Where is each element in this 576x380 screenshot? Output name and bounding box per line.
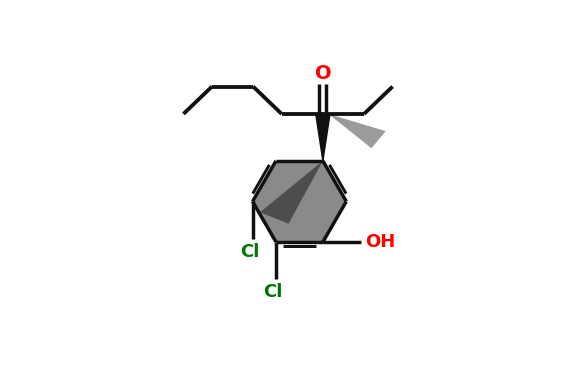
Text: Cl: Cl: [263, 283, 283, 301]
Text: OH: OH: [365, 233, 395, 251]
Polygon shape: [252, 161, 346, 242]
Polygon shape: [260, 161, 323, 224]
Text: O: O: [314, 65, 331, 84]
Text: Cl: Cl: [240, 243, 259, 261]
Polygon shape: [316, 114, 330, 161]
Polygon shape: [328, 114, 386, 148]
